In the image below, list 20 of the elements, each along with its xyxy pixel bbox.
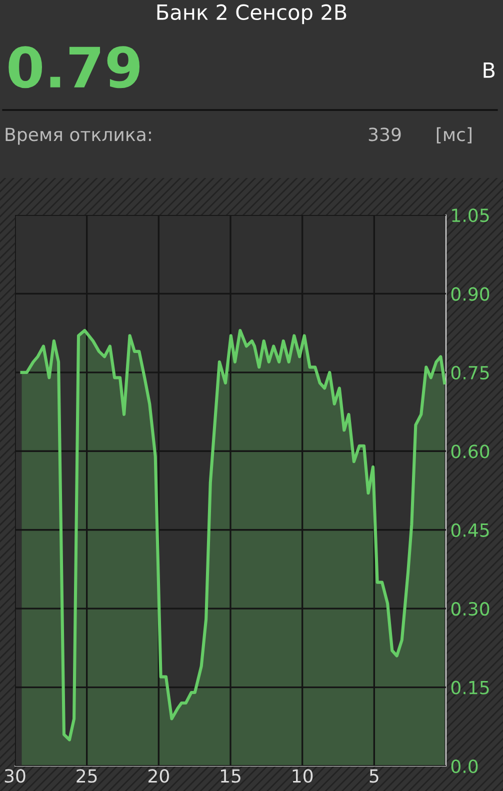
x-tick-label: 20 xyxy=(148,769,169,783)
x-tick-label: 5 xyxy=(370,769,378,783)
x-tick-label: 10 xyxy=(292,769,313,783)
x-tick-label: 15 xyxy=(220,769,240,783)
y-tick-label: 0.30 xyxy=(451,602,490,616)
text: Время отклика: xyxy=(6,128,151,145)
y-tick-label: 1.05 xyxy=(452,208,489,222)
y-tick-label: 0.90 xyxy=(451,287,490,301)
y-tick-label: 0.60 xyxy=(451,444,490,458)
y-tick-label: 0.0 xyxy=(451,759,478,774)
y-tick-label: 0.75 xyxy=(451,366,489,380)
x-tick-label: 30 xyxy=(4,769,26,783)
text: 0.79 xyxy=(8,46,140,88)
y-tick-label: 0.15 xyxy=(451,680,489,694)
y-tick-label: 0.45 xyxy=(451,523,489,537)
x-tick-label: 25 xyxy=(76,769,97,783)
text: В xyxy=(484,62,495,78)
chart-title: Банк 2 Сенсор 2В xyxy=(157,4,346,24)
text: 339 xyxy=(368,128,401,142)
text: [мс] xyxy=(436,127,472,144)
